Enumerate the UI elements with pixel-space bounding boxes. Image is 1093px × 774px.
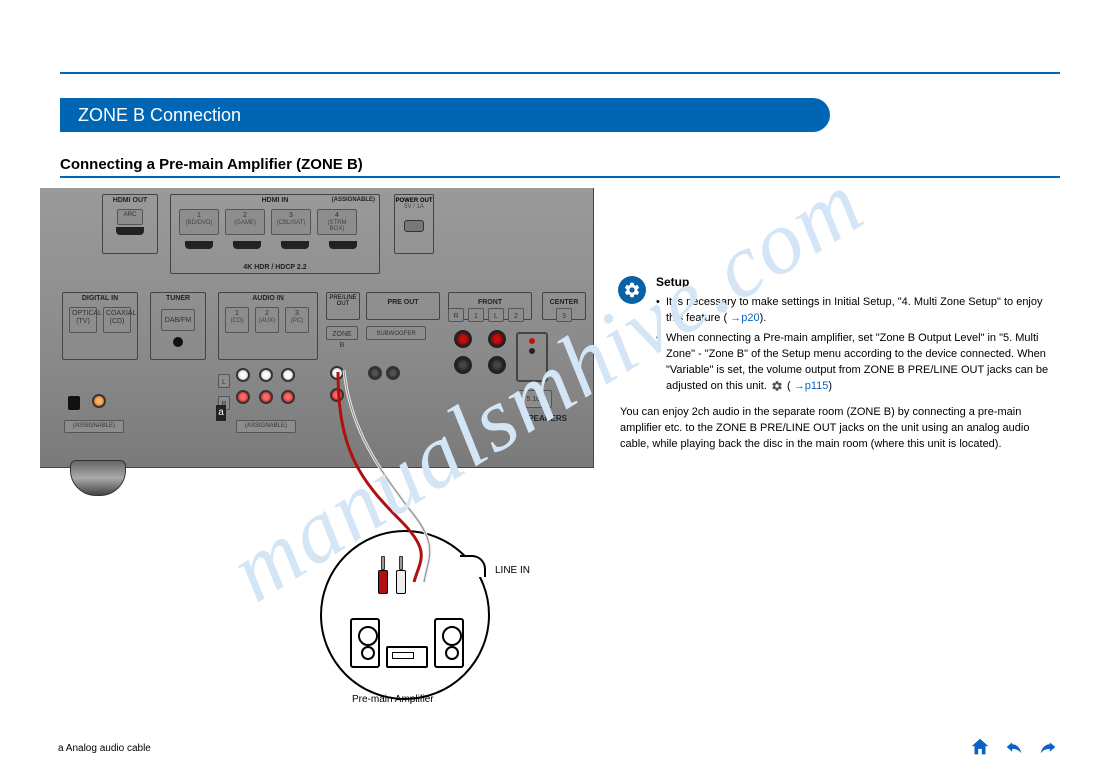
line-in-label: LINE IN — [495, 565, 530, 576]
audio-in-3-num: 3 — [288, 310, 306, 318]
forward-icon[interactable] — [1035, 734, 1061, 760]
hdmi-assignable: (ASSIGNABLE) — [315, 197, 375, 203]
front-label: FRONT — [449, 299, 531, 306]
preline-label: PRE/LINE OUT — [326, 292, 360, 320]
audio-in-label: AUDIO IN — [219, 295, 317, 302]
hdmi-footer: 4K HDR / HDCP 2.2 — [171, 264, 379, 271]
center-n: 3 — [556, 308, 572, 322]
audio-assignable: (ASSIGNABLE) — [236, 420, 296, 433]
link-p20[interactable]: p20 — [741, 312, 759, 324]
digital-in-label: DIGITAL IN — [63, 295, 137, 302]
arc-label: ARC — [120, 212, 140, 219]
audio-in-2-name: (AUX) — [258, 318, 276, 325]
rca-plugs — [378, 556, 406, 594]
hdmi-in-1-name: (BD/DVD) — [182, 220, 216, 227]
coaxial-label: COAXIAL (CD) — [103, 307, 131, 333]
hdmi-in-4-name: (STRM BOX) — [320, 220, 354, 233]
speakers-label: SPEAKERS — [510, 414, 580, 423]
hdmi-in-1-num: 1 — [182, 212, 216, 220]
premain-amp-caption: Pre-main Amplifier — [352, 694, 434, 705]
power-out-spec: 5V / 1A — [395, 204, 433, 210]
divider-under-heading — [60, 176, 1060, 178]
front-L: L — [488, 308, 504, 322]
subsection-heading: Connecting a Pre-main Amplifier (ZONE B) — [60, 156, 363, 173]
instruction-text: Setup • It is necessary to make settings… — [620, 274, 1050, 453]
hdmi-in-3-name: (CBL/SAT) — [274, 220, 308, 227]
tuner-label: TUNER — [151, 295, 205, 302]
setup-bullet-1: It is necessary to make settings in Init… — [666, 296, 1043, 324]
audio-in-1-name: (CD) — [228, 318, 246, 325]
mini-system — [350, 618, 464, 668]
front-n1: 1 — [468, 308, 484, 322]
link-p115[interactable]: p115 — [805, 380, 829, 392]
arrow-icon-2: → — [794, 380, 805, 392]
hdmi-in-4-num: 4 — [320, 212, 354, 220]
section-title-bar: ZONE B Connection — [60, 98, 830, 132]
preout-label: PRE OUT — [367, 299, 439, 306]
hdmi-in-2-num: 2 — [228, 212, 262, 220]
digital-assignable: (ASSIGNABLE) — [64, 420, 124, 433]
five-one-label: 5.1ch — [518, 390, 552, 408]
front-n2: 2 — [508, 308, 524, 322]
hdmi-out-label: HDMI OUT — [103, 197, 157, 204]
front-R: R — [448, 308, 464, 322]
callout-tail — [460, 555, 486, 577]
home-icon[interactable] — [967, 734, 993, 760]
gear-icon — [618, 276, 646, 304]
audio-in-3-name: (PC) — [288, 318, 306, 325]
optical-label: OPTICAL (TV) — [69, 307, 97, 333]
audio-in-1-num: 1 — [228, 310, 246, 318]
divider-top — [60, 72, 1060, 74]
rear-panel-diagram: HDMI OUT ARC HDMI IN (ASSIGNABLE) 1 (BD/… — [40, 188, 594, 468]
hdmi-in-2-name: (GAME) — [228, 220, 262, 227]
arrow-icon: → — [730, 312, 741, 324]
back-icon[interactable] — [1001, 734, 1027, 760]
setup-heading: Setup — [656, 274, 1050, 291]
center-label: CENTER — [543, 299, 585, 306]
zoneb-label: ZONE B — [326, 326, 358, 340]
gear-icon-inline — [770, 379, 784, 393]
tuner-port: DAB/FM — [161, 309, 195, 331]
cable-caption-a: a — [216, 405, 226, 421]
hdmi-in-3-num: 3 — [274, 212, 308, 220]
intro-paragraph: You can enjoy 2ch audio in the separate … — [620, 405, 1050, 453]
audio-in-2-num: 2 — [258, 310, 276, 318]
cable-legend: a Analog audio cable — [58, 743, 151, 754]
subwoofer-label: SUBWOOFER — [366, 326, 426, 340]
audio-L: L — [218, 374, 230, 388]
